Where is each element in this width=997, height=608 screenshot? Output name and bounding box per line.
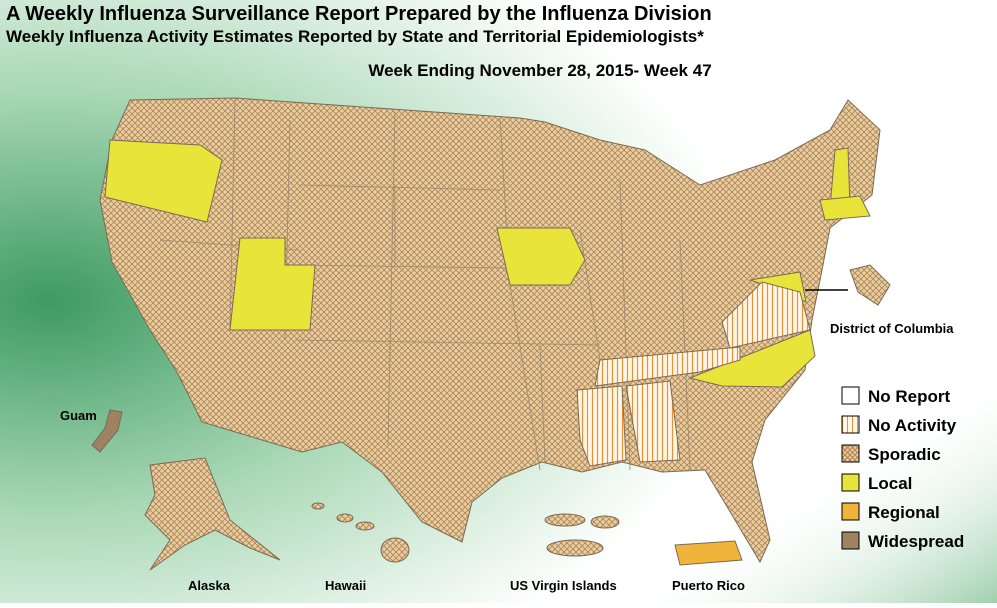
puerto-rico [674, 540, 743, 566]
usvi-label: US Virgin Islands [510, 578, 617, 593]
legend-label: No Report [868, 387, 951, 406]
week-label: Week Ending November 28, 2015- Week 47 [368, 61, 711, 80]
dc-inset [849, 264, 891, 306]
massachusetts [819, 195, 871, 221]
legend-swatch [841, 473, 860, 492]
subtitle: Weekly Influenza Activity Estimates Repo… [6, 27, 704, 46]
map [91, 97, 891, 571]
north-carolina [688, 329, 816, 388]
legend-label: Regional [868, 503, 940, 522]
puerto-rico-label: Puerto Rico [672, 578, 745, 593]
legend-swatch [841, 386, 860, 405]
alabama [625, 380, 681, 463]
title: A Weekly Influenza Surveillance Report P… [6, 3, 712, 25]
guam [91, 409, 123, 453]
legend-swatch [841, 502, 860, 521]
state-borders [159, 97, 691, 471]
hawaii-label: Hawaii [325, 578, 366, 593]
legend-swatch [841, 444, 860, 463]
iowa [496, 227, 586, 286]
map-labels: District of Columbia Guam Alaska Hawaii … [60, 321, 954, 593]
legend-label: Sporadic [868, 445, 941, 464]
oregon [104, 139, 223, 223]
alaska-label: Alaska [188, 578, 231, 593]
dc-label: District of Columbia [830, 321, 954, 336]
virginia [721, 281, 811, 349]
legend: No Report No Activity Sporadic Local Regiona… [841, 386, 964, 551]
utah [229, 237, 316, 331]
legend-label: No Activity [868, 416, 957, 435]
tennessee [594, 346, 741, 387]
mississippi [576, 385, 627, 467]
legend-swatch [841, 531, 860, 550]
hawaii [311, 502, 410, 563]
legend-label: Widespread [868, 532, 964, 551]
alaska [144, 457, 281, 571]
legend-swatch [841, 415, 860, 434]
us-virgin-islands [544, 513, 620, 557]
contiguous-us [99, 97, 881, 564]
guam-label: Guam [60, 408, 97, 423]
legend-label: Local [868, 474, 912, 493]
